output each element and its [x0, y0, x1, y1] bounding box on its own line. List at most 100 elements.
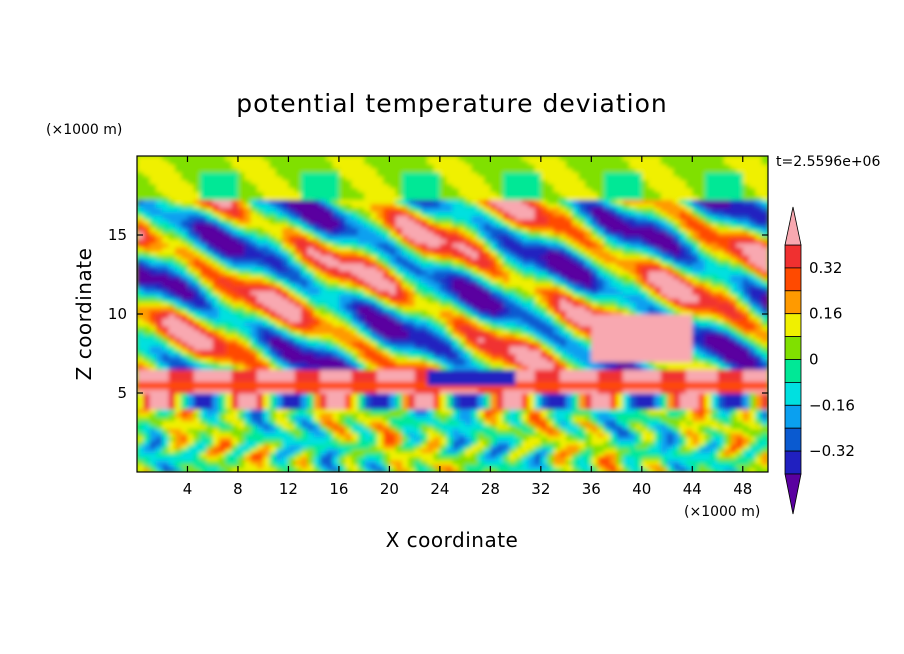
- field-cell: [439, 460, 447, 465]
- field-cell: [168, 440, 176, 445]
- field-cell: [402, 400, 409, 406]
- field-cell: [143, 325, 151, 331]
- field-cell: [433, 329, 441, 335]
- field-cell: [616, 448, 624, 453]
- field-cell: [673, 325, 681, 331]
- field-cell: [219, 460, 226, 465]
- field-cell: [547, 464, 555, 469]
- field-cell: [465, 357, 473, 362]
- field-cell: [149, 310, 157, 315]
- field-cell: [528, 396, 536, 402]
- field-cell: [484, 420, 491, 426]
- field-cell: [622, 302, 630, 307]
- field-cell: [395, 302, 403, 307]
- field-cell: [736, 306, 744, 311]
- field-cell: [288, 468, 296, 472]
- field-cell: [294, 294, 302, 299]
- field-cell: [603, 341, 611, 347]
- field-cell: [193, 468, 201, 472]
- field-cell: [490, 329, 498, 335]
- field-cell: [319, 290, 327, 295]
- field-cell: [502, 369, 510, 374]
- field-cell: [540, 321, 548, 327]
- field-cell: [319, 314, 327, 319]
- field-cell: [458, 381, 466, 386]
- field-cell: [553, 302, 561, 307]
- field-cell: [616, 349, 624, 355]
- field-cell: [414, 428, 422, 434]
- field-cell: [616, 317, 624, 323]
- field-cell: [237, 408, 245, 414]
- field-cell: [521, 302, 529, 307]
- field-cell: [591, 420, 599, 426]
- field-cell: [420, 365, 428, 370]
- field-cell: [376, 396, 384, 402]
- field-cell: [742, 400, 750, 406]
- field-cell: [717, 373, 725, 378]
- field-cell: [559, 428, 567, 434]
- field-cell: [408, 428, 416, 434]
- field-cell: [711, 286, 719, 291]
- field-cell: [673, 329, 681, 335]
- field-cell: [572, 365, 580, 370]
- field-cell: [654, 408, 662, 414]
- field-cell: [364, 341, 372, 347]
- field-cell: [465, 416, 473, 422]
- field-cell: [635, 452, 643, 457]
- field-cell: [225, 468, 233, 472]
- field-cell: [376, 373, 384, 378]
- field-cell: [458, 278, 466, 283]
- field-cell: [395, 321, 403, 327]
- field-cell: [559, 393, 567, 398]
- field-cell: [187, 424, 195, 430]
- field-cell: [667, 314, 674, 319]
- field-cell: [269, 444, 277, 449]
- field-cell: [212, 278, 220, 283]
- field-cell: [654, 345, 662, 351]
- field-cell: [641, 345, 649, 351]
- field-cell: [250, 412, 258, 418]
- field-cell: [301, 369, 308, 374]
- field-cell: [660, 416, 668, 422]
- field-cell: [610, 389, 618, 394]
- field-cell: [679, 274, 687, 280]
- field-cell: [256, 369, 264, 374]
- field-cell: [168, 432, 176, 438]
- field-cell: [484, 290, 491, 295]
- field-cell: [338, 298, 346, 303]
- field-cell: [212, 440, 220, 445]
- field-cell: [585, 329, 592, 335]
- field-cell: [502, 353, 510, 359]
- field-cell: [553, 349, 561, 355]
- field-cell: [742, 412, 750, 418]
- field-cell: [408, 298, 416, 303]
- field-cell: [244, 286, 252, 291]
- field-cell: [521, 274, 529, 280]
- field-cell: [370, 468, 378, 472]
- field-cell: [597, 396, 605, 402]
- field-cell: [319, 408, 327, 414]
- field-cell: [383, 317, 390, 323]
- field-cell: [736, 468, 744, 472]
- field-cell: [572, 456, 580, 461]
- field-cell: [648, 317, 656, 323]
- field-cell: [540, 349, 548, 355]
- field-cell: [345, 448, 353, 453]
- field-cell: [521, 416, 529, 422]
- field-cell: [174, 460, 182, 465]
- field-cell: [420, 310, 428, 315]
- field-cell: [193, 444, 201, 449]
- field-cell: [553, 290, 561, 295]
- field-cell: [692, 321, 700, 327]
- field-cell: [610, 448, 618, 453]
- field-cell: [755, 298, 763, 303]
- field-cell: [723, 310, 731, 315]
- field-cell: [452, 321, 460, 327]
- field-cell: [219, 464, 226, 469]
- field-cell: [282, 282, 290, 287]
- field-cell: [433, 444, 441, 449]
- field-cell: [174, 393, 182, 398]
- field-cell: [566, 381, 573, 386]
- field-cell: [761, 345, 768, 351]
- field-cell: [174, 361, 182, 366]
